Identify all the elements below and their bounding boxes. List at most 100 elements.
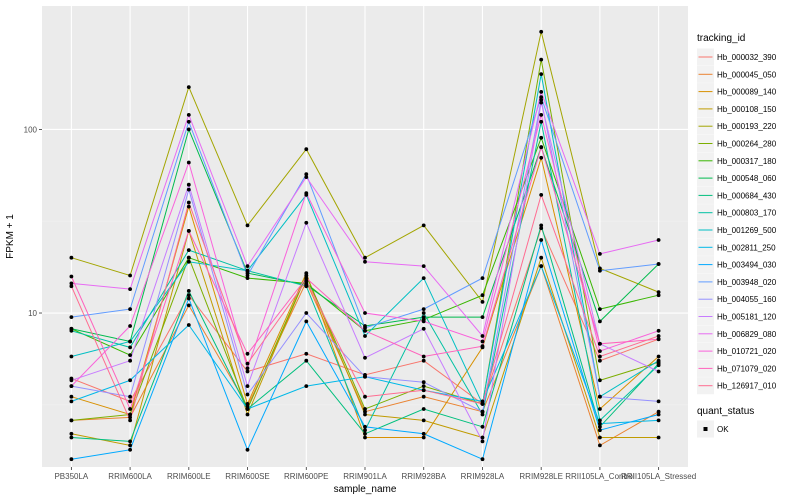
data-point xyxy=(539,72,544,76)
data-point xyxy=(598,349,602,353)
data-point xyxy=(539,223,544,228)
data-point xyxy=(69,435,74,440)
data-points xyxy=(69,29,661,462)
data-point xyxy=(304,172,309,177)
data-point xyxy=(480,315,485,319)
data-point xyxy=(186,303,191,308)
data-point xyxy=(186,182,191,187)
data-point xyxy=(128,412,133,417)
y-axis-title: FPKM + 1 xyxy=(5,214,16,259)
data-point xyxy=(598,354,602,359)
data-point xyxy=(480,293,485,298)
data-point xyxy=(186,255,191,260)
data-point xyxy=(363,255,367,260)
data-point xyxy=(128,447,133,452)
data-point xyxy=(245,447,250,452)
data-point xyxy=(186,204,191,209)
data-point xyxy=(69,281,74,286)
data-point xyxy=(245,223,250,228)
data-point xyxy=(128,273,133,278)
data-point xyxy=(539,57,544,62)
x-tick-label: RRII105LA_Stressed xyxy=(621,472,696,481)
data-point xyxy=(245,407,250,411)
data-point xyxy=(304,273,309,278)
data-point xyxy=(363,409,367,414)
data-point xyxy=(128,415,133,420)
data-point xyxy=(656,354,661,359)
data-point xyxy=(186,229,191,233)
data-point xyxy=(598,341,602,346)
data-point xyxy=(245,369,250,374)
data-point xyxy=(421,319,426,324)
data-point xyxy=(363,428,367,433)
data-point xyxy=(363,424,367,429)
legend-label: Hb_003948_020 xyxy=(717,278,777,287)
data-point xyxy=(656,369,661,374)
data-point xyxy=(128,345,133,350)
data-point xyxy=(480,344,485,349)
data-point xyxy=(656,238,661,242)
data-point xyxy=(245,264,250,268)
data-point xyxy=(245,351,250,356)
data-point xyxy=(539,226,544,231)
data-point xyxy=(421,311,426,315)
data-point xyxy=(186,113,191,117)
data-point xyxy=(69,457,74,462)
data-point xyxy=(656,363,661,368)
data-point xyxy=(598,394,602,399)
data-point xyxy=(186,289,191,293)
x-tick-label: RRII105LA_Control xyxy=(565,472,635,481)
data-point xyxy=(656,409,661,414)
data-point xyxy=(421,315,426,319)
data-point xyxy=(186,187,191,192)
data-point xyxy=(598,358,602,363)
data-point xyxy=(186,119,191,124)
x-tick-label: RRIM600LA xyxy=(108,472,152,481)
data-point xyxy=(69,418,74,423)
data-point xyxy=(656,293,661,298)
data-point xyxy=(69,384,74,388)
data-point xyxy=(69,284,74,289)
x-tick-label: RRIM600SE xyxy=(225,472,269,481)
data-point xyxy=(186,323,191,327)
legend-label: Hb_003494_030 xyxy=(717,261,777,270)
data-point xyxy=(656,418,661,423)
data-point xyxy=(69,274,74,279)
data-point xyxy=(186,127,191,132)
data-point xyxy=(186,248,191,253)
data-point xyxy=(598,407,602,411)
data-point xyxy=(421,264,426,268)
data-point xyxy=(69,431,74,436)
data-point xyxy=(539,135,544,140)
data-point xyxy=(69,328,74,333)
data-point xyxy=(363,374,367,379)
legend-label: Hb_000089_140 xyxy=(717,88,777,97)
data-point xyxy=(480,402,485,406)
data-point xyxy=(304,278,309,283)
x-axis: PB350LA RRIM600LA RRIM600LE RRIM600SE RRIM60… xyxy=(54,467,696,481)
data-point xyxy=(656,337,661,342)
data-point xyxy=(656,358,661,363)
x-tick-label: RRIM600PE xyxy=(284,472,328,481)
data-point xyxy=(304,284,309,289)
data-point xyxy=(363,431,367,436)
data-point xyxy=(304,319,309,324)
data-point xyxy=(421,380,426,385)
x-tick-label: RRIM928LE xyxy=(519,472,563,481)
data-point xyxy=(363,355,367,360)
data-point xyxy=(421,431,426,436)
data-point xyxy=(128,443,133,448)
data-point xyxy=(363,407,367,411)
data-point xyxy=(69,354,74,359)
data-point xyxy=(128,399,133,404)
data-point xyxy=(421,435,426,440)
legend-label: Hb_005181_120 xyxy=(717,313,777,322)
x-tick-label: RRIM600LE xyxy=(167,472,211,481)
data-point xyxy=(480,334,485,338)
data-point xyxy=(186,160,191,165)
legend-label: Hb_010721_020 xyxy=(717,347,777,356)
data-point xyxy=(421,384,426,388)
data-point xyxy=(304,191,309,196)
data-point xyxy=(656,328,661,333)
